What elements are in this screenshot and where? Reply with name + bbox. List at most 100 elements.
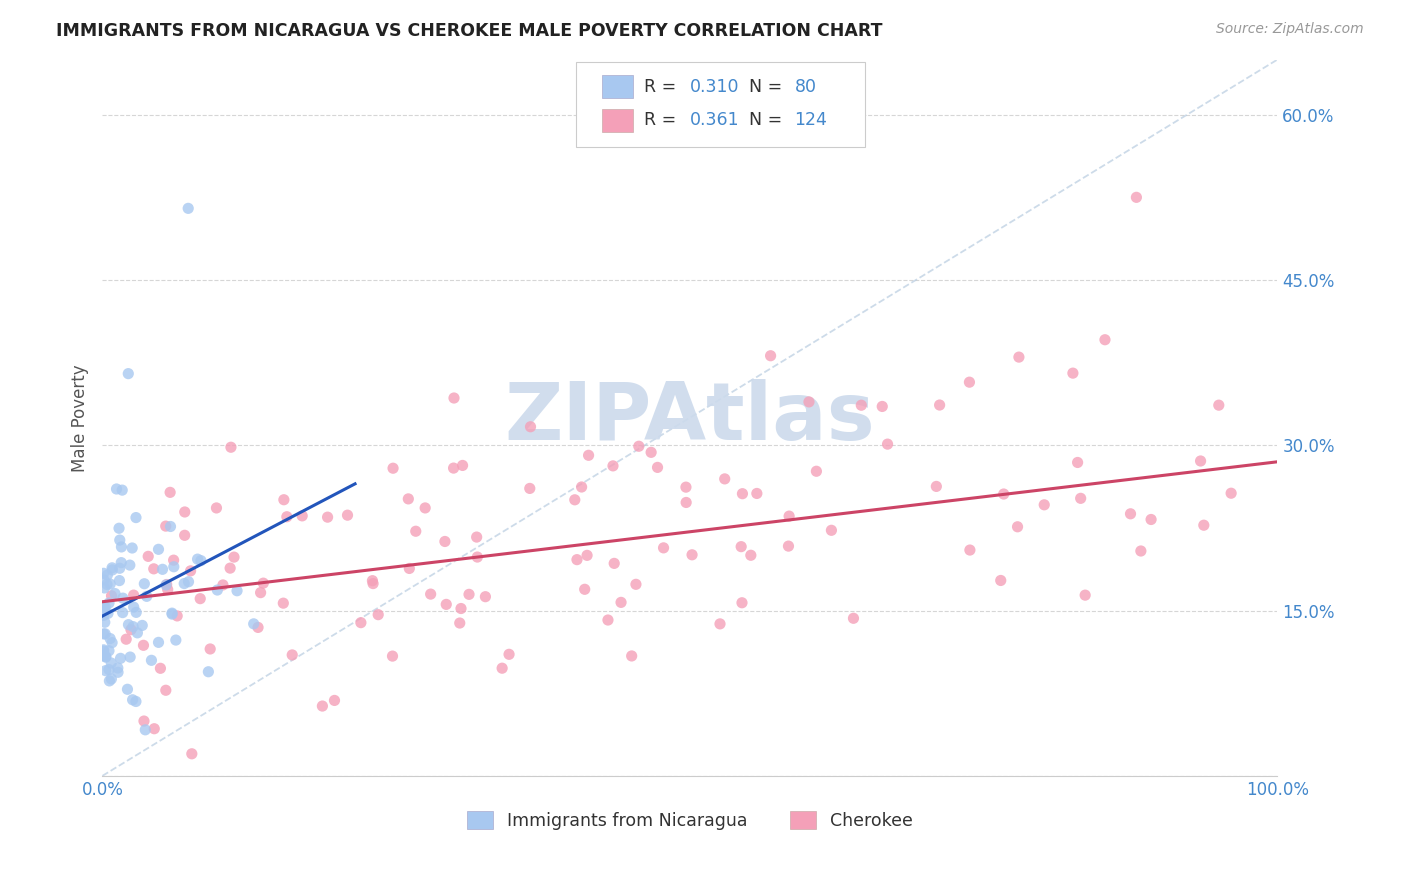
Point [1062, 366, 1084, 380]
Point [107, 661, 129, 675]
Point [959, 543, 981, 558]
Point [98, 632, 121, 646]
Point [94, 599, 117, 614]
Point [155, 519, 177, 533]
Point [252, 576, 274, 591]
Point [98, 663, 121, 677]
Point [180, 564, 202, 578]
Point [110, 556, 132, 570]
Text: R =: R = [644, 78, 682, 95]
Point [111, 606, 134, 620]
Point [93, 566, 115, 581]
Point [433, 534, 456, 549]
Point [1192, 518, 1215, 533]
Point [101, 563, 124, 577]
Point [159, 485, 181, 500]
Point [125, 694, 148, 708]
Point [117, 617, 139, 632]
Point [1094, 333, 1116, 347]
Point [148, 542, 170, 557]
Point [152, 562, 174, 576]
Point [155, 578, 177, 592]
Point [647, 460, 669, 475]
Point [122, 620, 145, 634]
Point [458, 587, 481, 601]
Point [143, 722, 166, 736]
Point [212, 578, 235, 592]
Point [121, 541, 143, 555]
Point [576, 549, 599, 563]
Point [870, 400, 893, 414]
Point [134, 576, 156, 591]
Point [675, 480, 697, 494]
Point [273, 492, 295, 507]
Point [156, 577, 179, 591]
Point [249, 585, 271, 599]
Point [205, 500, 228, 515]
Point [291, 508, 314, 523]
Point [382, 461, 405, 475]
Point [101, 561, 124, 575]
Point [1208, 398, 1230, 412]
Point [350, 615, 373, 630]
Text: ZIPAtlas: ZIPAtlas [505, 379, 876, 457]
Point [820, 524, 842, 538]
Point [141, 653, 163, 667]
Point [627, 439, 650, 453]
Point [198, 642, 221, 657]
Point [108, 521, 131, 535]
Point [100, 672, 122, 686]
Point [610, 595, 633, 609]
Point [740, 548, 762, 562]
Point [474, 590, 496, 604]
Point [93, 573, 115, 587]
Point [990, 574, 1012, 588]
Point [104, 586, 127, 600]
Point [98, 673, 121, 688]
Point [94, 627, 117, 641]
Point [122, 600, 145, 615]
Point [450, 601, 472, 615]
Point [928, 398, 950, 412]
Point [759, 349, 782, 363]
Point [163, 559, 186, 574]
Point [148, 635, 170, 649]
Point [434, 598, 457, 612]
Point [806, 464, 828, 478]
Point [624, 577, 647, 591]
Point [396, 491, 419, 506]
Point [160, 607, 183, 622]
Point [162, 553, 184, 567]
Point [316, 510, 339, 524]
Point [745, 486, 768, 500]
Text: N =: N = [749, 78, 789, 95]
Point [93, 581, 115, 595]
Point [565, 552, 588, 566]
Point [100, 589, 122, 603]
Point [125, 606, 148, 620]
Point [361, 574, 384, 588]
Text: Source: ZipAtlas.com: Source: ZipAtlas.com [1216, 22, 1364, 37]
Point [100, 656, 122, 670]
Point [96, 577, 118, 591]
Point [336, 508, 359, 523]
Point [443, 391, 465, 405]
Text: IMMIGRANTS FROM NICARAGUA VS CHEROKEE MALE POVERTY CORRELATION CHART: IMMIGRANTS FROM NICARAGUA VS CHEROKEE MA… [56, 22, 883, 40]
Point [1074, 588, 1097, 602]
Point [443, 461, 465, 475]
Point [188, 591, 211, 606]
Point [731, 596, 754, 610]
Point [190, 554, 212, 568]
Point [136, 549, 159, 564]
Point [93, 602, 115, 616]
Point [1220, 486, 1243, 500]
Point [110, 651, 132, 665]
Point [94, 664, 117, 678]
Point [713, 472, 735, 486]
Point [730, 540, 752, 554]
Point [574, 582, 596, 597]
Point [173, 505, 195, 519]
Point [111, 591, 134, 606]
Point [731, 486, 754, 500]
Point [652, 541, 675, 555]
